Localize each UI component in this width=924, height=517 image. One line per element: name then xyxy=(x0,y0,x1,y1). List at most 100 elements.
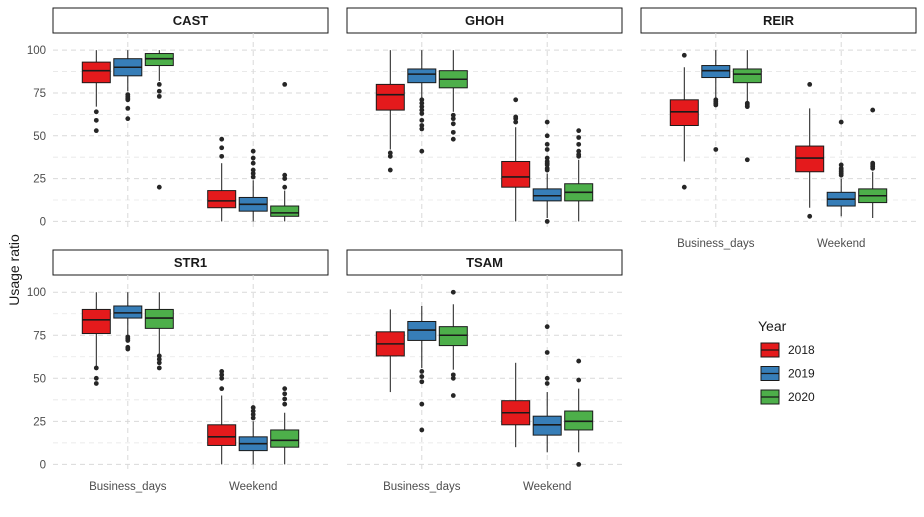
outlier-point xyxy=(450,129,456,135)
gridlines xyxy=(53,275,328,473)
outlier-point xyxy=(282,396,288,402)
outlier-point xyxy=(870,165,876,171)
facet-strip xyxy=(346,249,623,276)
box-weekend-2019 xyxy=(238,405,268,465)
outlier-point xyxy=(576,148,582,154)
outlier-point xyxy=(282,401,288,407)
facet-strip xyxy=(52,7,329,34)
outlier-point xyxy=(450,116,456,122)
box-iqr xyxy=(207,424,237,446)
legend-title: Year xyxy=(758,318,787,334)
outlier-point xyxy=(387,150,393,156)
box-iqr xyxy=(438,326,468,347)
facet-strip-label: TSAM xyxy=(466,255,503,270)
y-axis-title: Usage ratio xyxy=(6,234,22,306)
outlier-point xyxy=(282,184,288,190)
x-tick-label: Weekend xyxy=(229,481,277,493)
x-tick-label: Business_days xyxy=(89,481,167,493)
facet-strip-label: STR1 xyxy=(174,255,207,270)
outlier-point xyxy=(219,145,225,151)
outlier-point xyxy=(807,81,813,87)
outlier-point xyxy=(125,338,131,343)
outlier-point xyxy=(219,153,225,159)
outlier-point xyxy=(513,116,519,122)
box-weekend-2018 xyxy=(795,81,825,219)
outlier-point xyxy=(419,100,425,106)
box-business-days-2020 xyxy=(438,50,468,142)
outlier-point xyxy=(807,213,813,219)
box-weekend-2018 xyxy=(501,97,531,222)
outlier-point xyxy=(544,119,550,125)
box-iqr xyxy=(144,308,174,329)
outlier-point xyxy=(419,104,425,110)
box-weekend-2020 xyxy=(270,81,300,222)
box-business-days-2019 xyxy=(701,50,731,152)
outlier-point xyxy=(156,81,162,87)
outlier-point xyxy=(544,162,550,168)
outlier-point xyxy=(838,162,844,168)
box-weekend-2018 xyxy=(207,369,237,465)
outlier-point xyxy=(219,369,225,374)
outlier-point xyxy=(450,375,456,381)
box-iqr xyxy=(501,160,531,188)
box-iqr xyxy=(669,99,699,127)
box-weekend-2020 xyxy=(270,386,300,465)
y-tick-label: 50 xyxy=(33,131,46,143)
facet-strip xyxy=(346,7,623,34)
outlier-point xyxy=(125,116,131,122)
outlier-point xyxy=(282,391,288,397)
x-tick-label: Weekend xyxy=(523,481,571,493)
box-iqr xyxy=(113,305,143,319)
facet-strip xyxy=(52,249,329,276)
outlier-point xyxy=(156,356,162,362)
box-iqr xyxy=(795,145,825,173)
box-business-days-2018 xyxy=(81,50,111,134)
outlier-point xyxy=(544,167,550,173)
outlier-point xyxy=(576,128,582,134)
outlier-point xyxy=(156,353,162,359)
box-weekend-2018 xyxy=(501,362,531,448)
facet-panel-reir: REIR Business_days Weekend xyxy=(640,7,917,250)
outlier-point xyxy=(93,365,99,371)
y-tick-label: 0 xyxy=(40,459,46,471)
outlier-point xyxy=(544,155,550,161)
legend-item-2018: 2018 xyxy=(760,342,815,358)
facet-panel-ghoh: GHOH xyxy=(346,7,623,230)
outlier-point xyxy=(513,97,519,103)
outlier-point xyxy=(250,155,256,161)
outlier-point xyxy=(838,172,844,178)
legend-label: 2019 xyxy=(788,367,815,381)
box-iqr xyxy=(144,53,174,67)
outlier-point xyxy=(681,184,687,190)
facet-strip xyxy=(640,7,917,34)
outlier-point xyxy=(219,386,225,392)
box-business-days-2019 xyxy=(407,50,437,154)
outlier-point xyxy=(419,369,425,374)
outlier-point xyxy=(544,381,550,386)
box-iqr xyxy=(407,68,437,84)
box-business-days-2020 xyxy=(732,50,762,163)
box-business-days-2018 xyxy=(81,292,111,386)
facet-panel-cast: CAST 0 25 50 75 100 xyxy=(27,7,329,230)
outlier-point xyxy=(250,415,256,421)
facet-panels: CAST 0 25 50 75 100 GHOH REIR Business_days Weeke… xyxy=(27,7,917,493)
gridlines xyxy=(641,33,916,230)
outlier-point xyxy=(544,350,550,355)
outlier-point xyxy=(250,148,256,154)
outlier-point xyxy=(513,119,519,125)
box-weekend-2019 xyxy=(238,148,268,222)
outlier-point xyxy=(125,97,131,103)
outlier-point xyxy=(282,172,288,178)
outlier-point xyxy=(419,117,425,123)
box-weekend-2018 xyxy=(207,136,237,222)
outlier-point xyxy=(744,104,750,110)
y-tick-label: 25 xyxy=(33,174,46,186)
outlier-point xyxy=(125,346,131,352)
y-tick-label: 0 xyxy=(40,216,46,228)
box-business-days-2019 xyxy=(407,305,437,433)
outlier-point xyxy=(419,379,425,385)
box-weekend-2019 xyxy=(532,324,562,453)
outlier-point xyxy=(156,360,162,366)
gridlines xyxy=(53,33,328,230)
outlier-point xyxy=(576,461,582,467)
